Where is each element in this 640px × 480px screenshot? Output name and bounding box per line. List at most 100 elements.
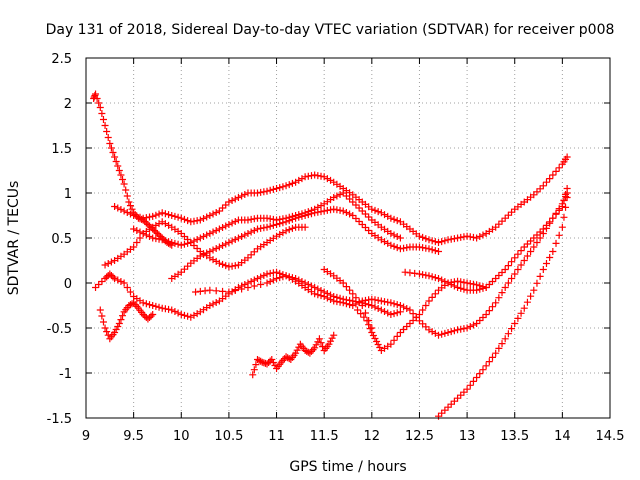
data-point bbox=[492, 275, 500, 282]
data-point bbox=[520, 304, 528, 312]
data-point bbox=[98, 312, 106, 320]
data-point bbox=[479, 366, 487, 374]
data-point bbox=[457, 391, 465, 399]
data-point bbox=[158, 218, 166, 226]
data-point bbox=[304, 348, 312, 356]
data-point bbox=[428, 237, 436, 245]
y-tick-label: 1.5 bbox=[51, 142, 72, 157]
data-point bbox=[431, 238, 439, 246]
data-point bbox=[563, 153, 571, 161]
data-point bbox=[485, 307, 493, 315]
x-tick-label: 12.5 bbox=[405, 429, 434, 444]
data-point bbox=[530, 243, 538, 251]
data-point bbox=[269, 276, 277, 284]
data-point bbox=[396, 234, 404, 242]
data-point bbox=[128, 205, 136, 213]
data-point bbox=[549, 214, 557, 222]
data-point bbox=[92, 90, 100, 98]
data-point bbox=[155, 220, 163, 228]
data-point bbox=[555, 206, 563, 214]
data-point bbox=[530, 286, 538, 294]
data-point bbox=[177, 241, 185, 249]
data-point bbox=[112, 158, 120, 165]
data-point bbox=[342, 300, 350, 308]
data-point bbox=[425, 236, 433, 244]
data-point bbox=[292, 214, 300, 222]
data-point bbox=[327, 176, 335, 184]
data-point bbox=[504, 211, 512, 219]
data-point bbox=[428, 328, 436, 336]
data-point bbox=[450, 397, 458, 405]
data-point bbox=[444, 403, 452, 411]
data-point bbox=[454, 284, 462, 291]
data-point bbox=[184, 312, 192, 320]
data-point bbox=[263, 223, 271, 231]
data-point bbox=[184, 236, 192, 243]
data-point bbox=[152, 211, 160, 219]
data-point bbox=[390, 310, 398, 318]
data-point bbox=[225, 239, 233, 246]
data-point bbox=[279, 183, 287, 191]
data-point bbox=[153, 230, 161, 237]
data-point bbox=[228, 237, 236, 245]
data-point bbox=[422, 235, 430, 243]
data-point bbox=[460, 388, 468, 396]
data-point bbox=[200, 215, 208, 222]
data-point bbox=[301, 223, 309, 231]
data-point bbox=[288, 179, 296, 187]
data-point bbox=[428, 246, 436, 254]
data-point bbox=[425, 297, 433, 305]
data-point bbox=[346, 195, 354, 203]
data-point bbox=[546, 218, 554, 226]
data-point bbox=[238, 285, 246, 293]
data-point bbox=[288, 224, 296, 232]
data-point bbox=[225, 288, 233, 296]
data-point bbox=[273, 221, 281, 228]
data-point bbox=[126, 288, 134, 296]
data-point bbox=[266, 186, 274, 194]
data-point bbox=[149, 302, 157, 309]
data-point bbox=[501, 284, 509, 291]
data-point bbox=[282, 227, 290, 235]
data-point bbox=[530, 191, 538, 199]
data-point bbox=[222, 262, 230, 270]
data-point bbox=[485, 358, 493, 366]
data-point bbox=[328, 334, 336, 342]
data-point bbox=[419, 233, 427, 241]
data-point bbox=[238, 233, 246, 240]
data-point bbox=[234, 284, 242, 291]
data-point bbox=[393, 233, 401, 240]
data-point bbox=[504, 262, 512, 270]
data-point bbox=[219, 242, 227, 249]
data-point bbox=[215, 243, 223, 251]
data-point bbox=[114, 323, 122, 330]
data-point bbox=[212, 227, 220, 234]
data-point bbox=[504, 330, 512, 338]
data-point bbox=[466, 381, 474, 389]
data-point bbox=[219, 224, 227, 231]
x-tick-label: 13.5 bbox=[500, 429, 529, 444]
data-point bbox=[215, 259, 223, 267]
data-point bbox=[219, 204, 227, 212]
data-point bbox=[177, 230, 185, 237]
data-point bbox=[241, 191, 249, 198]
data-point bbox=[376, 344, 384, 351]
data-point bbox=[492, 349, 500, 357]
data-point bbox=[190, 242, 198, 249]
data-point bbox=[368, 205, 376, 213]
plot-frame bbox=[85, 57, 611, 419]
x-tick-label: 12 bbox=[364, 429, 381, 444]
y-tick-label: 1 bbox=[64, 187, 72, 202]
data-point bbox=[339, 189, 347, 197]
data-point bbox=[368, 329, 376, 336]
data-point bbox=[438, 330, 446, 338]
data-point bbox=[511, 320, 519, 327]
data-point bbox=[231, 287, 239, 294]
data-point bbox=[403, 305, 411, 312]
data-point bbox=[276, 220, 284, 228]
series-track-2 bbox=[111, 153, 571, 246]
data-point bbox=[501, 214, 509, 222]
data-point bbox=[196, 216, 204, 224]
data-point bbox=[146, 301, 154, 309]
data-point bbox=[104, 260, 112, 267]
